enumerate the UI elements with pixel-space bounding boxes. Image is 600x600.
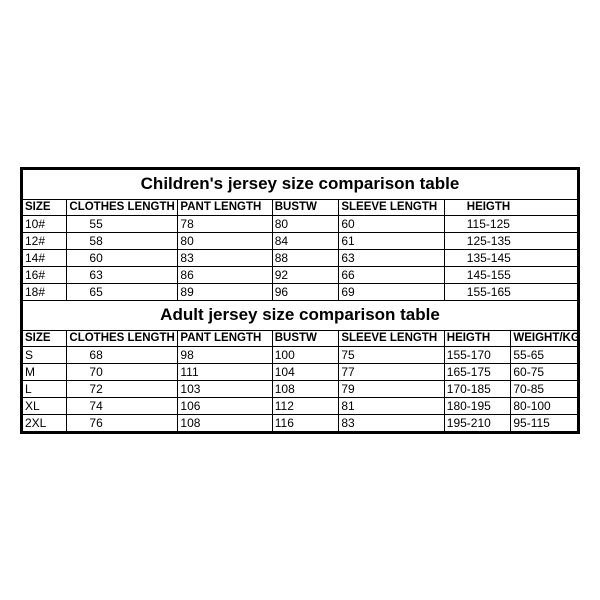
cell-weight: 80-100 xyxy=(511,397,578,414)
col-size: SIZE xyxy=(23,199,67,215)
cell-height: 155-170 xyxy=(444,346,511,363)
cell-clothes: 63 xyxy=(67,266,178,283)
cell-size: 18# xyxy=(23,283,67,300)
table-row: 10# 55 78 80 60 115-125 xyxy=(23,215,578,232)
col-pant-length: PANT LENGTH xyxy=(178,199,272,215)
adult-header-row: SIZE CLOTHES LENGTH PANT LENGTH BUSTW SL… xyxy=(23,330,578,346)
col-clothes-length: CLOTHES LENGTH xyxy=(67,199,178,215)
cell-clothes: 68 xyxy=(67,346,178,363)
table-row: 16# 63 86 92 66 145-155 xyxy=(23,266,578,283)
table-row: 18# 65 89 96 69 155-165 xyxy=(23,283,578,300)
cell-pant: 111 xyxy=(178,363,272,380)
cell-height: 135-145 xyxy=(444,249,577,266)
cell-size: S xyxy=(23,346,67,363)
col-weight: WEIGHT/KG xyxy=(511,330,578,346)
cell-size: M xyxy=(23,363,67,380)
cell-sleeve: 75 xyxy=(339,346,444,363)
cell-sleeve: 63 xyxy=(339,249,444,266)
table-row: 12# 58 80 84 61 125-135 xyxy=(23,232,578,249)
cell-pant: 103 xyxy=(178,380,272,397)
cell-height: 195-210 xyxy=(444,414,511,431)
children-title: Children's jersey size comparison table xyxy=(23,169,578,199)
cell-clothes: 58 xyxy=(67,232,178,249)
page-container: Children's jersey size comparison table … xyxy=(0,0,600,600)
table-row: 2XL 76 108 116 83 195-210 95-115 xyxy=(23,414,578,431)
cell-size: 10# xyxy=(23,215,67,232)
cell-pant: 89 xyxy=(178,283,272,300)
cell-size: XL xyxy=(23,397,67,414)
cell-sleeve: 77 xyxy=(339,363,444,380)
adult-title-row: Adult jersey size comparison table xyxy=(23,300,578,330)
cell-bust: 96 xyxy=(272,283,339,300)
cell-bust: 100 xyxy=(272,346,339,363)
cell-clothes: 70 xyxy=(67,363,178,380)
col-height: HEIGTH xyxy=(444,330,511,346)
cell-bust: 80 xyxy=(272,215,339,232)
cell-weight: 95-115 xyxy=(511,414,578,431)
cell-clothes: 76 xyxy=(67,414,178,431)
cell-clothes: 74 xyxy=(67,397,178,414)
table-row: XL 74 106 112 81 180-195 80-100 xyxy=(23,397,578,414)
cell-bust: 112 xyxy=(272,397,339,414)
cell-height: 145-155 xyxy=(444,266,577,283)
cell-size: 2XL xyxy=(23,414,67,431)
children-size-table: Children's jersey size comparison table … xyxy=(22,169,578,432)
table-row: L 72 103 108 79 170-185 70-85 xyxy=(23,380,578,397)
cell-pant: 83 xyxy=(178,249,272,266)
cell-size: 12# xyxy=(23,232,67,249)
cell-sleeve: 81 xyxy=(339,397,444,414)
cell-sleeve: 69 xyxy=(339,283,444,300)
cell-height: 155-165 xyxy=(444,283,577,300)
cell-sleeve: 60 xyxy=(339,215,444,232)
cell-bust: 108 xyxy=(272,380,339,397)
cell-pant: 78 xyxy=(178,215,272,232)
cell-clothes: 72 xyxy=(67,380,178,397)
cell-size: L xyxy=(23,380,67,397)
table-row: M 70 111 104 77 165-175 60-75 xyxy=(23,363,578,380)
adult-title: Adult jersey size comparison table xyxy=(23,300,578,330)
cell-sleeve: 66 xyxy=(339,266,444,283)
col-sleeve-length: SLEEVE LENGTH xyxy=(339,330,444,346)
cell-clothes: 65 xyxy=(67,283,178,300)
cell-height: 115-125 xyxy=(444,215,577,232)
cell-bust: 92 xyxy=(272,266,339,283)
table-row: 14# 60 83 88 63 135-145 xyxy=(23,249,578,266)
size-tables-block: Children's jersey size comparison table … xyxy=(20,167,580,434)
col-size: SIZE xyxy=(23,330,67,346)
cell-pant: 98 xyxy=(178,346,272,363)
cell-pant: 106 xyxy=(178,397,272,414)
cell-height: 165-175 xyxy=(444,363,511,380)
cell-weight: 60-75 xyxy=(511,363,578,380)
cell-bust: 84 xyxy=(272,232,339,249)
cell-height: 125-135 xyxy=(444,232,577,249)
col-bustw: BUSTW xyxy=(272,330,339,346)
cell-clothes: 60 xyxy=(67,249,178,266)
cell-bust: 116 xyxy=(272,414,339,431)
cell-weight: 55-65 xyxy=(511,346,578,363)
col-pant-length: PANT LENGTH xyxy=(178,330,272,346)
cell-sleeve: 83 xyxy=(339,414,444,431)
cell-clothes: 55 xyxy=(67,215,178,232)
col-bustw: BUSTW xyxy=(272,199,339,215)
cell-pant: 80 xyxy=(178,232,272,249)
col-height: HEIGTH xyxy=(444,199,577,215)
cell-bust: 88 xyxy=(272,249,339,266)
table-row: S 68 98 100 75 155-170 55-65 xyxy=(23,346,578,363)
cell-weight: 70-85 xyxy=(511,380,578,397)
cell-pant: 108 xyxy=(178,414,272,431)
cell-height: 170-185 xyxy=(444,380,511,397)
cell-bust: 104 xyxy=(272,363,339,380)
col-sleeve-length: SLEEVE LENGTH xyxy=(339,199,444,215)
cell-pant: 86 xyxy=(178,266,272,283)
cell-sleeve: 61 xyxy=(339,232,444,249)
cell-height: 180-195 xyxy=(444,397,511,414)
children-header-row: SIZE CLOTHES LENGTH PANT LENGTH BUSTW SL… xyxy=(23,199,578,215)
col-clothes-length: CLOTHES LENGTH xyxy=(67,330,178,346)
cell-size: 14# xyxy=(23,249,67,266)
children-title-row: Children's jersey size comparison table xyxy=(23,169,578,199)
cell-sleeve: 79 xyxy=(339,380,444,397)
cell-size: 16# xyxy=(23,266,67,283)
